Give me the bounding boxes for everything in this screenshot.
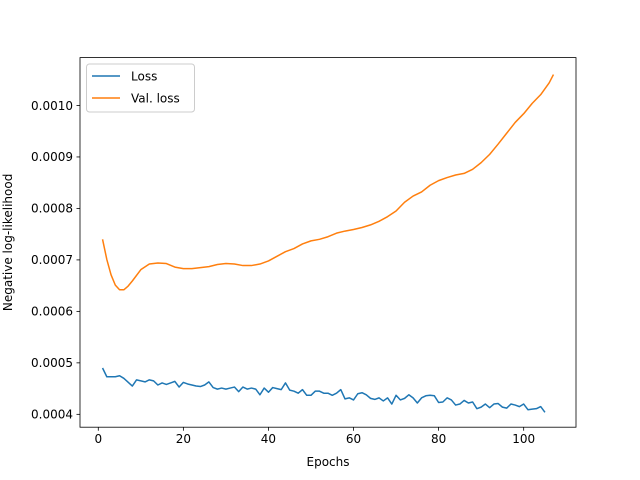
x-tick-label: 0 <box>94 432 102 446</box>
x-tick-label: 20 <box>176 432 191 446</box>
x-tick-label: 80 <box>431 432 446 446</box>
x-tick-label: 40 <box>261 432 276 446</box>
y-tick-label: 0.0004 <box>31 408 73 422</box>
legend-label-val-loss: Val. loss <box>131 92 180 106</box>
series-line-loss <box>101 367 546 413</box>
y-tick-label: 0.0009 <box>31 150 73 164</box>
x-axis: 0 20 40 60 80 100 <box>94 427 535 446</box>
series-line-val-loss <box>101 74 555 291</box>
plot-frame <box>79 57 577 428</box>
y-tick-label: 0.0008 <box>31 202 73 216</box>
y-tick-label: 0.0005 <box>31 356 73 370</box>
legend: Loss Val. loss <box>86 63 195 113</box>
series-layer <box>101 74 555 413</box>
y-tick-label: 0.0006 <box>31 305 73 319</box>
x-axis-label: Epochs <box>307 455 350 469</box>
y-tick-label: 0.0007 <box>31 253 73 267</box>
legend-label-loss: Loss <box>131 70 157 84</box>
x-tick-label: 60 <box>346 432 361 446</box>
y-axis-label: Negative log-likelihood <box>1 174 15 311</box>
y-tick-label: 0.0010 <box>31 99 73 113</box>
x-tick-label: 100 <box>512 432 535 446</box>
y-axis: 0.0004 0.0005 0.0006 0.0007 0.0008 0.0009 0.00… <box>31 99 80 422</box>
